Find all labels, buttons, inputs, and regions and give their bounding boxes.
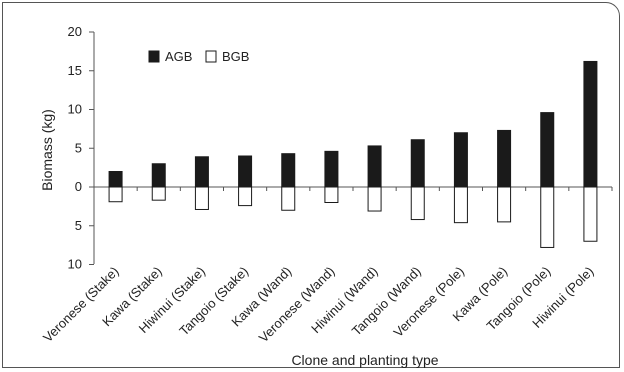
bar-bgb [583, 186, 598, 242]
bar-agb [583, 60, 598, 188]
chart-frame [2, 2, 620, 368]
bar-agb [324, 150, 339, 188]
bar-agb [497, 129, 512, 188]
bar-bgb [151, 186, 166, 201]
bar-agb [238, 155, 253, 188]
bar-agb [367, 145, 382, 188]
bar-bgb [497, 186, 512, 223]
bar-agb [281, 153, 296, 188]
chart-axes [89, 31, 613, 265]
legend-swatch-agb [148, 50, 160, 63]
bar-agb [410, 139, 425, 188]
legend-label-agb: AGB [165, 49, 192, 64]
bar-bgb [410, 186, 425, 221]
bar-bgb [281, 186, 296, 211]
chart-bars [108, 60, 598, 248]
bar-bgb [194, 186, 209, 210]
y-tick-label: 5 [75, 140, 82, 155]
y-axis-title: Biomass (kg) [39, 109, 55, 191]
bar-bgb [238, 186, 253, 207]
chart-category-labels: Veronese (Stake)Kawa (Stake)Hiwinui (Sta… [40, 264, 596, 346]
bar-bgb [324, 186, 339, 203]
legend-label-bgb: BGB [222, 49, 249, 64]
bar-agb [453, 132, 468, 188]
bar-agb [151, 163, 166, 188]
chart-legend: AGB BGB [148, 49, 249, 64]
x-category-label: Veronese (Stake) [40, 264, 122, 346]
legend-swatch-bgb [205, 50, 217, 63]
y-tick-label: 10 [68, 102, 82, 117]
y-tick-label: 20 [68, 24, 82, 39]
y-tick-label: 15 [68, 63, 82, 78]
chart-tick-labels: 20 15 10 5 0 5 10 [68, 24, 82, 272]
y-tick-label: 5 [75, 218, 82, 233]
bar-agb [540, 112, 555, 188]
bar-bgb [540, 186, 555, 248]
bar-agb [194, 156, 209, 188]
bar-bgb [453, 186, 468, 224]
bar-agb [108, 171, 123, 188]
y-tick-label: 0 [75, 179, 82, 194]
y-tick-label: 10 [68, 257, 82, 272]
bar-bgb [108, 186, 123, 203]
bar-bgb [367, 186, 382, 212]
x-category-label: Veronese (Wand) [256, 264, 338, 346]
x-axis-title: Clone and planting type [291, 352, 438, 368]
